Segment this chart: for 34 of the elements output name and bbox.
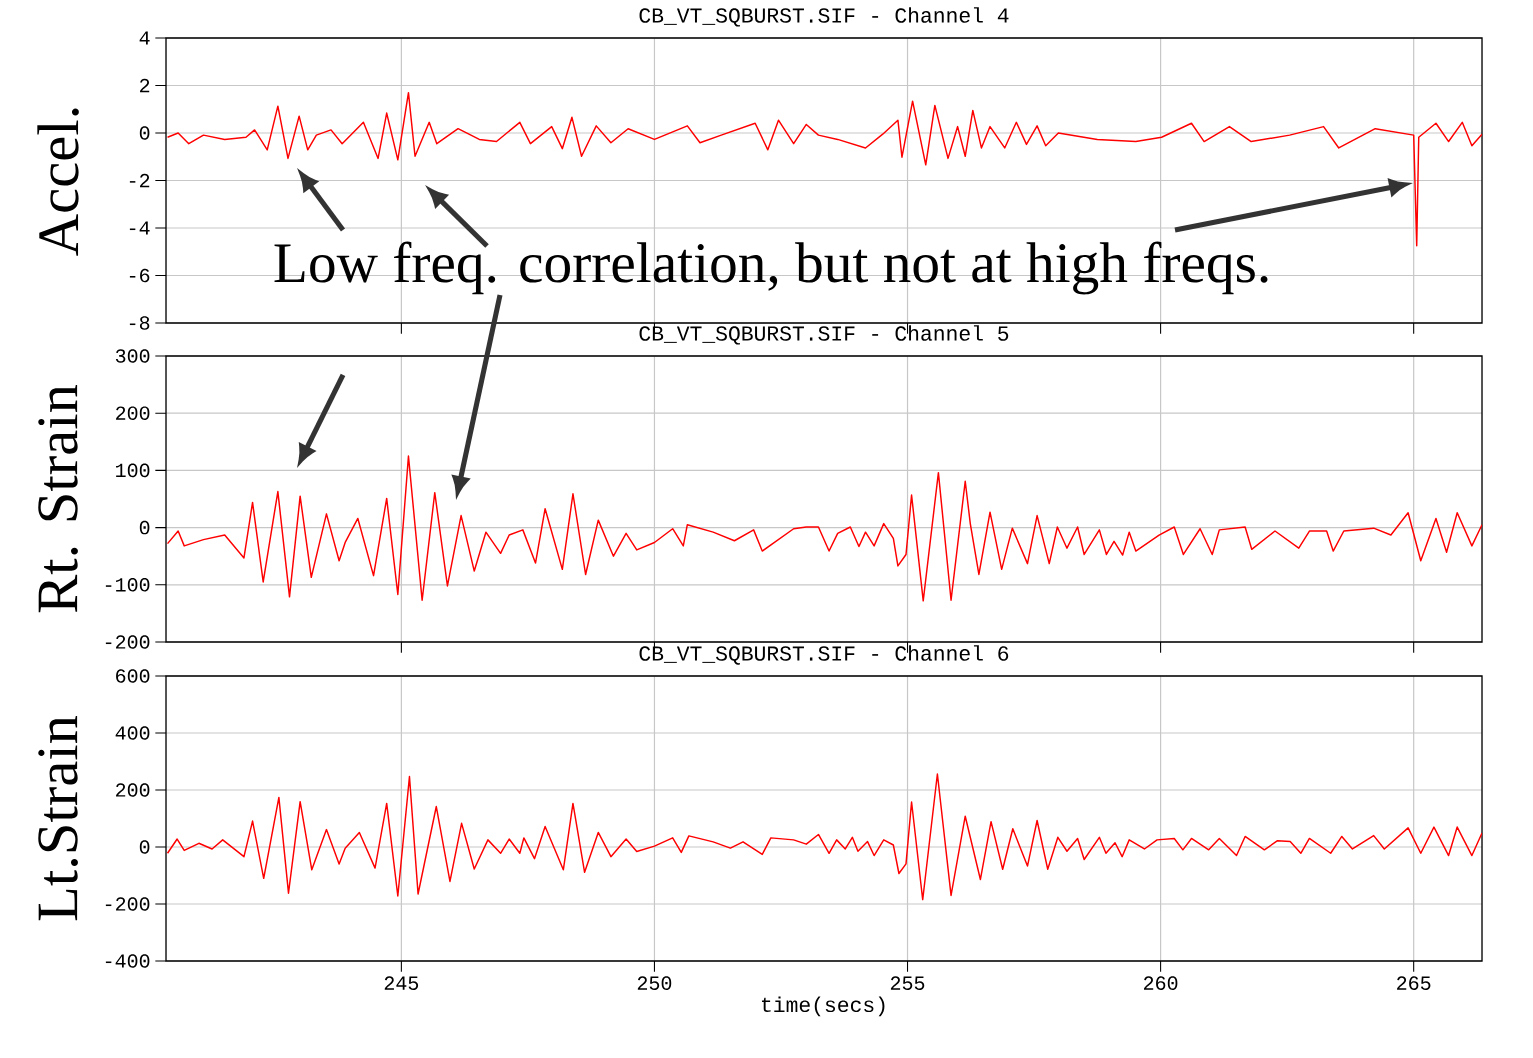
y-tick-label: 300 [115,349,150,363]
y-tick-label: 200 [116,406,150,420]
y-tick-label: -6 [129,268,150,283]
y-tick-label: 0 [139,126,150,140]
y-tick-label: -200 [105,897,150,911]
y-axis-title: Rt. Strain [38,384,78,613]
y-tick-label: -2 [129,173,150,188]
y-tick-label: -100 [105,578,150,592]
y-tick-label: 4 [139,31,150,45]
y-tick-label: 0 [139,520,150,535]
x-tick-label: 250 [637,976,672,990]
y-tick-label: 400 [115,726,150,740]
x-tick-label: 265 [1397,976,1431,990]
y-tick-label: -8 [129,316,150,330]
y-tick-label: 2 [140,78,150,93]
y-axis-title: Accel. [37,108,79,256]
line-series [166,455,1483,602]
x-tick-label: 255 [890,976,925,990]
chart-title: CB_VT_SQBURST.SIF - Channel 5 [639,325,1009,345]
x-tick-label: 245 [384,976,419,990]
y-tick-label: 600 [116,669,150,683]
y-tick-label: 0 [139,840,150,854]
annotation: Low freq. correlation, but not at high freqs. [274,241,1268,295]
chart-title: CB_VT_SQBURST.SIF - Channel 4 [639,7,1009,27]
y-tick-label: -400 [105,954,150,968]
y-tick-label: 100 [116,463,150,478]
line-series [166,773,1483,901]
y-axis-title: Lt.Strain [38,715,78,921]
y-tick-label: -4 [129,221,150,235]
y-tick-label: -200 [105,635,150,649]
x-axis-title: time(secs) [761,996,885,1017]
chart-title: CB_VT_SQBURST.SIF - Channel 6 [639,645,1009,665]
x-tick-label: 260 [1144,976,1178,990]
y-tick-label: 200 [116,783,150,797]
